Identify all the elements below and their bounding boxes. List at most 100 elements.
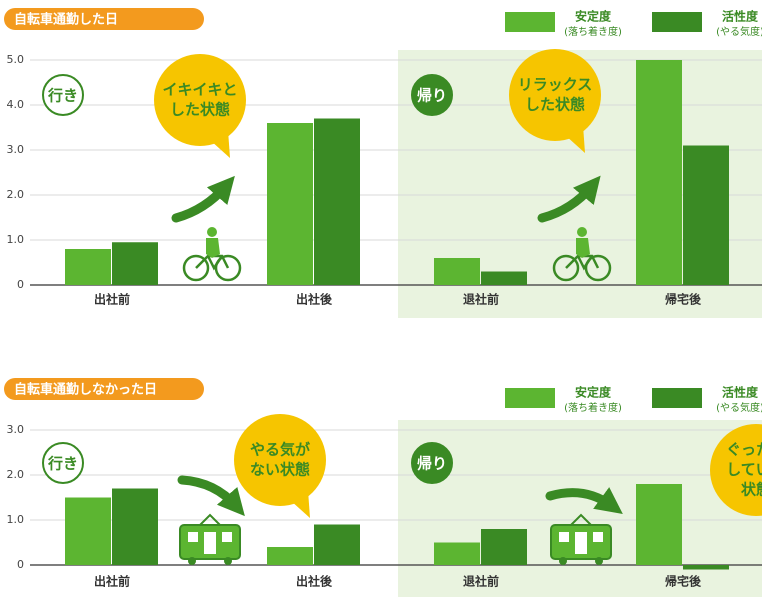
- callout-text: している: [726, 461, 762, 479]
- train-door: [575, 532, 587, 554]
- legend-sublabel: (落ち着き度): [564, 401, 622, 414]
- bar: [481, 271, 527, 285]
- bar: [267, 547, 313, 565]
- bar: [481, 529, 527, 565]
- rider-body: [576, 238, 590, 258]
- bar: [112, 488, 158, 565]
- x-tick-label: 退社前: [463, 574, 499, 589]
- y-tick-label: 1.0: [7, 233, 25, 246]
- legend-swatch: [505, 388, 555, 408]
- bike-icon: [182, 227, 242, 282]
- y-tick-label: 0: [17, 278, 24, 291]
- bar: [683, 565, 729, 570]
- bar: [65, 249, 111, 285]
- y-tick-label: 5.0: [7, 53, 25, 66]
- bar: [314, 118, 360, 285]
- x-tick-label: 帰宅後: [665, 574, 702, 589]
- arrow: [171, 175, 235, 223]
- train-icon: [550, 513, 612, 565]
- callout-text: 状態: [741, 481, 762, 499]
- pantograph: [199, 513, 221, 526]
- bar: [314, 524, 360, 565]
- rider-head: [577, 227, 587, 237]
- x-tick-label: 退社前: [463, 292, 499, 307]
- section-background: [398, 420, 762, 597]
- legend-swatch: [652, 12, 702, 32]
- train-door: [204, 532, 216, 554]
- callout-text: した状態: [525, 96, 585, 114]
- y-tick-label: 1.0: [7, 513, 25, 526]
- legend-sublabel: (やる気度): [716, 401, 762, 414]
- legend-label: 安定度: [575, 9, 612, 24]
- legend-swatch: [505, 12, 555, 32]
- legend-sublabel: (落ち着き度): [564, 25, 622, 38]
- bar: [636, 484, 682, 565]
- train-window: [593, 532, 603, 542]
- pantograph: [570, 513, 592, 526]
- train-window: [188, 532, 198, 542]
- train-wheel: [595, 557, 603, 565]
- legend-label: 安定度: [575, 385, 612, 400]
- title-pill: [4, 378, 204, 400]
- y-tick-label: 3.0: [7, 423, 25, 436]
- section-label: 帰り: [417, 455, 447, 473]
- callout-text: ぐったり: [726, 441, 762, 459]
- train-wheel: [559, 557, 567, 565]
- section-label: 行き: [47, 455, 78, 473]
- train-window: [222, 532, 232, 542]
- callout-text: やる気が: [250, 441, 311, 459]
- train-wheel: [224, 557, 232, 565]
- callout-bubble: [154, 54, 246, 146]
- legend-sublabel: (やる気度): [716, 25, 762, 38]
- train-icon: [179, 513, 241, 565]
- bar: [267, 123, 313, 285]
- arrow: [545, 487, 623, 515]
- arrow: [177, 475, 245, 517]
- bar: [434, 258, 480, 285]
- callout-text: ない状態: [250, 461, 310, 479]
- section-badge: [411, 442, 453, 484]
- x-tick-label: 出社後: [296, 292, 333, 307]
- callout-bubble: [234, 414, 326, 506]
- y-tick-label: 0: [17, 558, 24, 571]
- rider-body: [206, 238, 220, 258]
- section-label: 行き: [47, 87, 78, 105]
- wheel: [214, 254, 242, 282]
- bar: [65, 497, 111, 565]
- callout-text: リラックス: [518, 76, 593, 94]
- section-badge: [411, 74, 453, 116]
- callout-bubble: [710, 424, 762, 516]
- legend-label: 活性度: [722, 9, 759, 24]
- bar: [683, 145, 729, 285]
- wheel: [552, 254, 580, 282]
- y-tick-label: 2.0: [7, 188, 25, 201]
- title-pill: [4, 8, 204, 30]
- x-tick-label: 帰宅後: [665, 292, 702, 307]
- section-label: 帰り: [417, 87, 447, 105]
- chart-title: 自転車通勤した日: [14, 12, 118, 28]
- bar: [434, 542, 480, 565]
- chart-title: 自転車通勤しなかった日: [14, 382, 157, 398]
- train-wheel: [188, 557, 196, 565]
- legend-swatch: [652, 388, 702, 408]
- section-badge: [42, 74, 84, 116]
- y-tick-label: 4.0: [7, 98, 25, 111]
- bike-icon: [552, 227, 612, 282]
- wheel: [584, 254, 612, 282]
- callout-text: した状態: [170, 101, 230, 119]
- train-window: [559, 532, 569, 542]
- section-badge: [42, 442, 84, 484]
- x-tick-label: 出社後: [296, 574, 333, 589]
- y-tick-label: 3.0: [7, 143, 25, 156]
- x-tick-label: 出社前: [94, 292, 130, 307]
- wheel: [182, 254, 210, 282]
- arrow: [537, 175, 601, 223]
- callout-bubble: [509, 49, 601, 141]
- bar: [636, 60, 682, 285]
- legend-label: 活性度: [722, 385, 759, 400]
- x-tick-label: 出社前: [94, 574, 130, 589]
- rider-head: [207, 227, 217, 237]
- bar: [112, 242, 158, 285]
